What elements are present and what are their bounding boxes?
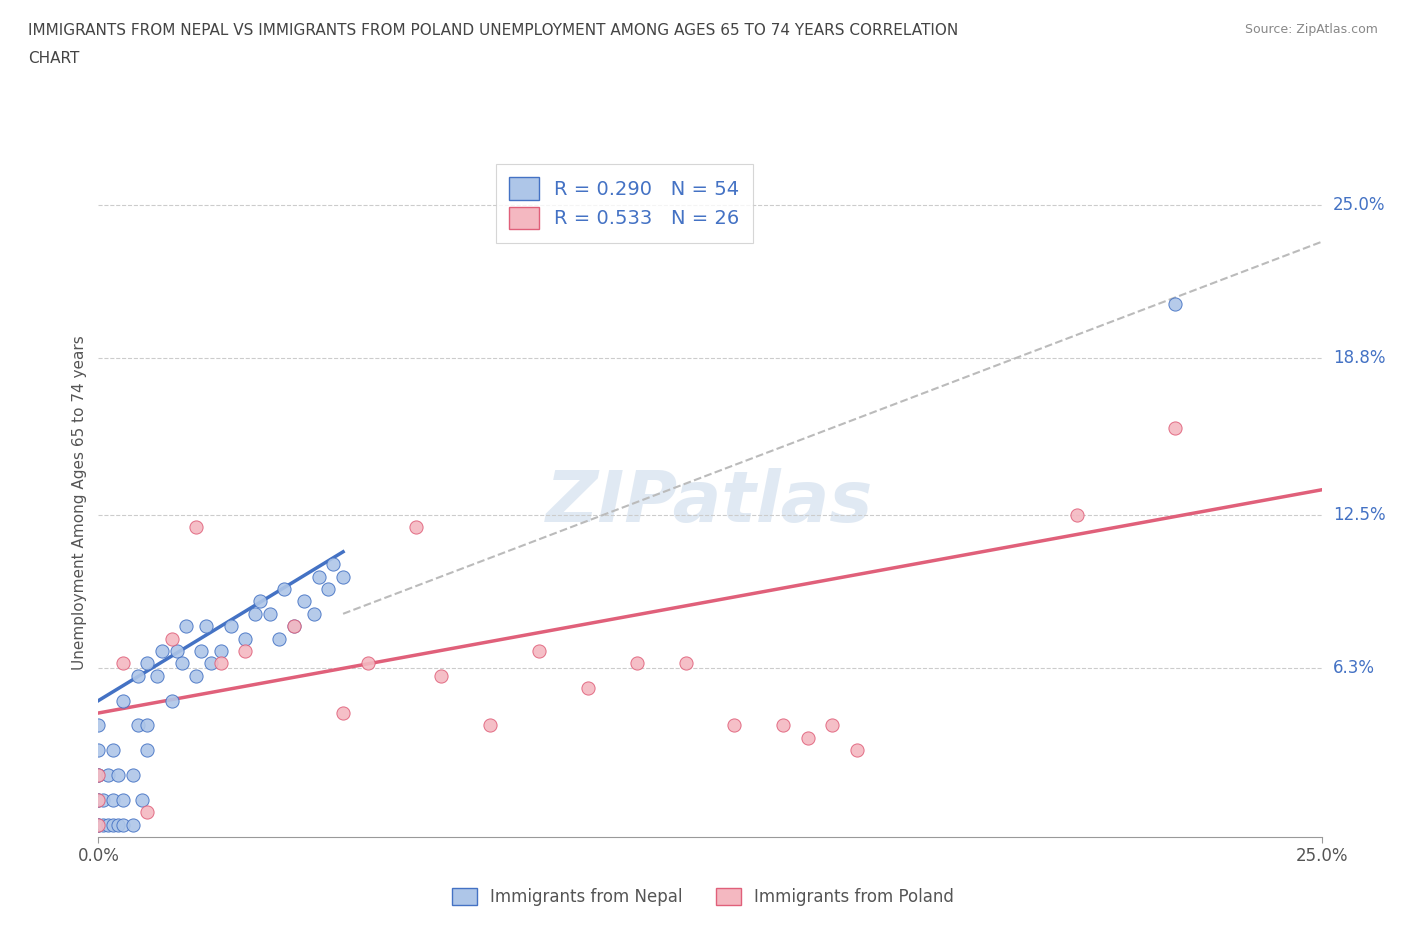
Point	[332, 569, 354, 584]
Point	[772, 718, 794, 733]
Point	[87, 792, 110, 807]
Point	[111, 792, 134, 807]
Point	[111, 693, 134, 708]
Text: 12.5%: 12.5%	[1333, 506, 1385, 524]
Point	[186, 520, 208, 535]
Point	[127, 718, 149, 733]
Text: ZIPatlas: ZIPatlas	[547, 468, 873, 537]
Point	[186, 669, 208, 684]
Point	[160, 693, 183, 708]
Point	[209, 644, 232, 658]
Point	[322, 557, 344, 572]
Point	[91, 817, 114, 832]
Point	[160, 631, 183, 646]
Point	[87, 718, 110, 733]
Point	[87, 792, 110, 807]
Point	[101, 817, 124, 832]
Point	[170, 656, 193, 671]
Point	[209, 656, 232, 671]
Point	[121, 767, 143, 782]
Point	[107, 767, 129, 782]
Point	[269, 631, 291, 646]
Point	[821, 718, 844, 733]
Point	[318, 581, 340, 596]
Point	[332, 706, 354, 721]
Point	[675, 656, 697, 671]
Point	[195, 618, 218, 633]
Point	[87, 817, 110, 832]
Point	[283, 618, 305, 633]
Text: 6.3%: 6.3%	[1333, 659, 1375, 677]
Point	[150, 644, 173, 658]
Point	[273, 581, 295, 596]
Point	[430, 669, 453, 684]
Point	[243, 606, 266, 621]
Point	[527, 644, 550, 658]
Point	[233, 644, 256, 658]
Point	[136, 718, 159, 733]
Point	[87, 767, 110, 782]
Point	[87, 817, 110, 832]
Text: Source: ZipAtlas.com: Source: ZipAtlas.com	[1244, 23, 1378, 36]
Point	[101, 792, 124, 807]
Point	[405, 520, 427, 535]
Point	[259, 606, 281, 621]
Text: IMMIGRANTS FROM NEPAL VS IMMIGRANTS FROM POLAND UNEMPLOYMENT AMONG AGES 65 TO 74: IMMIGRANTS FROM NEPAL VS IMMIGRANTS FROM…	[28, 23, 959, 38]
Point	[219, 618, 242, 633]
Point	[97, 767, 120, 782]
Point	[845, 743, 868, 758]
Point	[1066, 507, 1088, 522]
Point	[107, 817, 129, 832]
Legend: R = 0.290   N = 54, R = 0.533   N = 26: R = 0.290 N = 54, R = 0.533 N = 26	[496, 164, 754, 243]
Point	[797, 730, 820, 745]
Point	[87, 767, 110, 782]
Point	[356, 656, 378, 671]
Point	[723, 718, 745, 733]
Point	[576, 681, 599, 696]
Text: CHART: CHART	[28, 51, 80, 66]
Point	[101, 743, 124, 758]
Point	[136, 743, 159, 758]
Point	[87, 792, 110, 807]
Point	[1164, 297, 1187, 312]
Point	[97, 817, 120, 832]
Point	[111, 817, 134, 832]
Point	[283, 618, 305, 633]
Point	[136, 804, 159, 819]
Point	[146, 669, 169, 684]
Point	[87, 767, 110, 782]
Point	[166, 644, 188, 658]
Point	[87, 743, 110, 758]
Point	[91, 792, 114, 807]
Point	[478, 718, 501, 733]
Point	[200, 656, 222, 671]
Point	[292, 594, 315, 609]
Legend: Immigrants from Nepal, Immigrants from Poland: Immigrants from Nepal, Immigrants from P…	[446, 881, 960, 912]
Point	[308, 569, 330, 584]
Point	[190, 644, 212, 658]
Point	[249, 594, 271, 609]
Point	[302, 606, 325, 621]
Y-axis label: Unemployment Among Ages 65 to 74 years: Unemployment Among Ages 65 to 74 years	[72, 335, 87, 670]
Point	[176, 618, 198, 633]
Point	[233, 631, 256, 646]
Text: 25.0%: 25.0%	[1333, 195, 1385, 214]
Point	[1164, 420, 1187, 435]
Point	[111, 656, 134, 671]
Point	[127, 669, 149, 684]
Point	[87, 817, 110, 832]
Point	[131, 792, 153, 807]
Point	[121, 817, 143, 832]
Point	[626, 656, 648, 671]
Point	[136, 656, 159, 671]
Text: 18.8%: 18.8%	[1333, 350, 1385, 367]
